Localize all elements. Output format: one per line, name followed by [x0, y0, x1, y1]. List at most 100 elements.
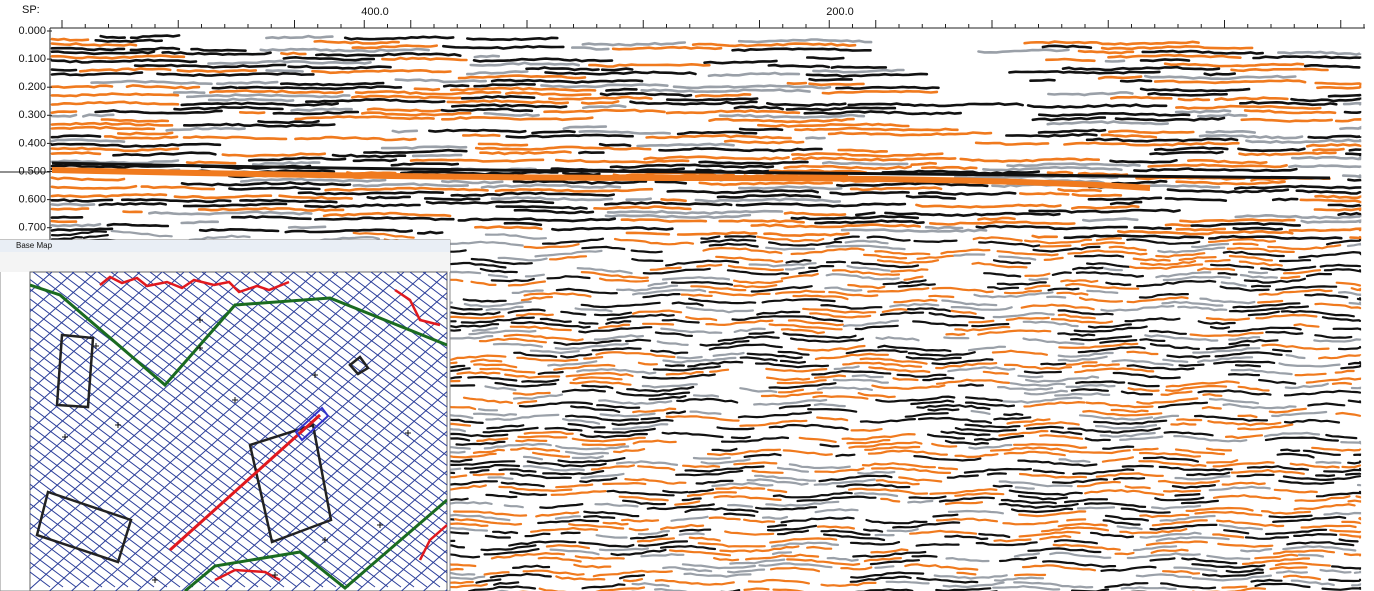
reflector: [708, 291, 771, 297]
reflector: [665, 109, 801, 115]
reflector: [1046, 170, 1074, 175]
reflector: [1234, 213, 1362, 220]
reflector: [1343, 552, 1362, 557]
reflector: [1139, 531, 1202, 539]
reflector: [1305, 377, 1362, 384]
reflector: [1234, 364, 1262, 368]
reflector: [1117, 229, 1294, 236]
seismic-line: [136, 272, 447, 506]
reflector: [1197, 389, 1272, 396]
reflector: [472, 57, 614, 63]
reflector: [1136, 279, 1217, 288]
reflector: [767, 63, 831, 69]
reflector: [1110, 95, 1173, 100]
reflector: [661, 276, 731, 281]
reflector: [442, 484, 487, 491]
reflector: [982, 370, 1009, 375]
reflector: [821, 89, 939, 95]
reflector: [808, 82, 865, 87]
reflector: [1080, 241, 1126, 247]
reflector: [1321, 586, 1362, 591]
reflector: [712, 351, 745, 357]
reflector: [1239, 273, 1278, 279]
reflector: [661, 431, 724, 439]
seismic-line: [30, 483, 168, 588]
reflector: [703, 59, 778, 65]
reflector: [352, 231, 415, 239]
reflector: [1078, 296, 1124, 303]
reflector: [1264, 436, 1339, 442]
reflector: [802, 307, 877, 314]
reflector: [553, 339, 622, 346]
reflector: [850, 428, 883, 432]
reflector: [717, 335, 780, 343]
reflector: [833, 235, 860, 241]
reflector: [572, 376, 623, 381]
reflector: [547, 360, 598, 367]
reflector: [1111, 359, 1174, 367]
reflector: [413, 87, 441, 92]
reflector: [1065, 383, 1116, 389]
reflector: [50, 134, 102, 139]
reflector: [656, 340, 689, 346]
reflector: [718, 113, 866, 119]
reflector: [928, 311, 985, 320]
reflector: [1240, 117, 1333, 123]
reflector: [507, 308, 546, 314]
reflector: [1053, 539, 1098, 545]
reflector: [440, 432, 509, 438]
reflector: [816, 386, 873, 391]
reflector: [1332, 327, 1362, 331]
reflector: [534, 249, 603, 258]
reflector: [574, 555, 625, 560]
reflector: [941, 299, 998, 307]
reflector: [650, 349, 689, 355]
reflector: [593, 311, 633, 317]
reflector: [463, 300, 532, 308]
reflector: [520, 295, 553, 302]
reflector: [1293, 503, 1356, 511]
reflector: [1348, 148, 1362, 152]
reflector: [416, 230, 444, 235]
survey-outline: [55, 333, 95, 409]
reflector: [1353, 570, 1362, 574]
reflector: [231, 215, 312, 221]
reflector: [632, 439, 677, 445]
reflector: [463, 464, 521, 470]
reflector: [825, 244, 906, 251]
reflector: [615, 460, 679, 466]
reflector: [935, 587, 992, 591]
reflector: [875, 336, 920, 342]
reflector: [1017, 459, 1098, 467]
reflector: [515, 312, 554, 317]
reflector: [197, 206, 345, 213]
reflector: [532, 451, 571, 458]
reflector: [737, 411, 812, 419]
reflector: [1170, 422, 1197, 426]
reflector: [1268, 407, 1307, 414]
reflector: [772, 588, 805, 591]
reflector: [1149, 150, 1224, 156]
reflector: [1102, 519, 1141, 526]
reflector: [665, 415, 740, 422]
seismic-line: [30, 272, 207, 432]
reflector: [207, 59, 372, 66]
axes: 400.0 200.0 0.000 0.100 0.200 0.300 0.400 0.500…: [18, 6, 1365, 234]
reflector: [554, 158, 690, 164]
reflector: [1313, 207, 1362, 212]
reflector: [1186, 471, 1231, 477]
reflector: [469, 61, 580, 67]
reflector: [580, 271, 649, 280]
reflector: [1023, 40, 1200, 46]
reflector: [1160, 582, 1217, 590]
reflector: [1339, 533, 1362, 539]
reflector: [211, 85, 239, 90]
reflector: [82, 113, 115, 118]
reflector: [1243, 277, 1306, 284]
reflector: [1356, 297, 1362, 301]
reflector: [592, 569, 673, 578]
reflector: [579, 432, 648, 439]
reflector: [1013, 552, 1040, 558]
reflector: [1042, 560, 1117, 568]
reflector: [1002, 396, 1083, 404]
